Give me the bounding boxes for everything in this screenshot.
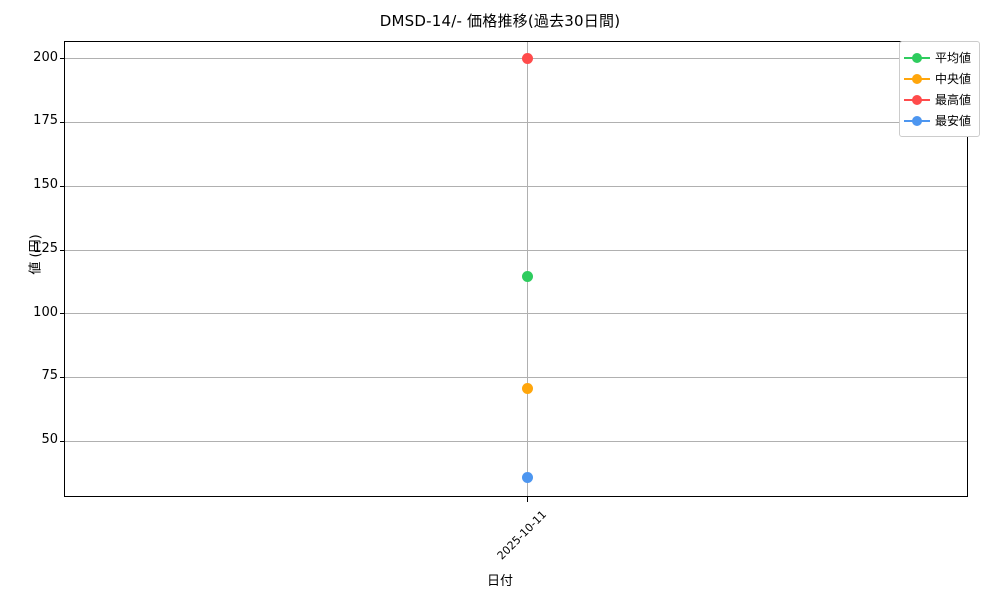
gridline-175 — [65, 122, 967, 123]
gridline-150 — [65, 186, 967, 187]
y-tick-label: 175 — [33, 113, 58, 128]
y-tick-label: 150 — [33, 177, 58, 192]
legend-label-median: 中央値 — [935, 71, 972, 86]
gridline-125 — [65, 250, 967, 251]
y-tick-mark — [60, 441, 65, 443]
gridline-50 — [65, 441, 967, 442]
gridline-category-0 — [527, 42, 528, 496]
gridline-100 — [65, 313, 967, 314]
y-tick-mark — [60, 122, 65, 124]
y-tick-label: 75 — [41, 368, 58, 383]
x-tick-label: 2025-10-11 — [494, 508, 550, 563]
chart-legend: 平均値 中央値 最高値 最安値 — [899, 41, 980, 137]
y-tick-mark — [60, 250, 65, 252]
data-point-min[interactable] — [521, 471, 533, 483]
gridline-200 — [65, 58, 967, 59]
data-point-mean[interactable] — [521, 270, 533, 282]
legend-label-max: 最高値 — [935, 92, 972, 107]
legend-marker-median-icon — [904, 73, 930, 84]
plot-area — [60, 41, 968, 502]
x-axis-label: 日付 — [486, 574, 513, 589]
legend-marker-max-icon — [904, 94, 930, 105]
y-tick-mark — [60, 313, 65, 315]
y-tick-label: 200 — [33, 50, 58, 65]
y-tick-mark — [60, 377, 65, 379]
y-tick-label: 125 — [33, 241, 58, 256]
chart-title: DMSD-14/- 価格推移(過去30日間) — [379, 12, 621, 30]
legend-item-mean[interactable]: 平均値 — [904, 47, 975, 68]
gridline-75 — [65, 377, 967, 378]
legend-label-mean: 平均値 — [935, 50, 972, 65]
legend-marker-mean-icon — [904, 52, 930, 63]
y-tick-mark — [60, 58, 65, 60]
legend-item-max[interactable]: 最高値 — [904, 89, 975, 110]
y-tick-label: 100 — [33, 305, 58, 320]
x-tick-mark — [527, 497, 529, 502]
data-point-max[interactable] — [521, 52, 533, 64]
legend-label-min: 最安値 — [935, 113, 972, 128]
legend-item-median[interactable]: 中央値 — [904, 68, 975, 89]
legend-item-min[interactable]: 最安値 — [904, 110, 975, 131]
y-tick-mark — [60, 186, 65, 188]
legend-marker-min-icon — [904, 115, 930, 126]
data-point-median[interactable] — [521, 382, 533, 394]
y-tick-label: 50 — [41, 432, 58, 447]
